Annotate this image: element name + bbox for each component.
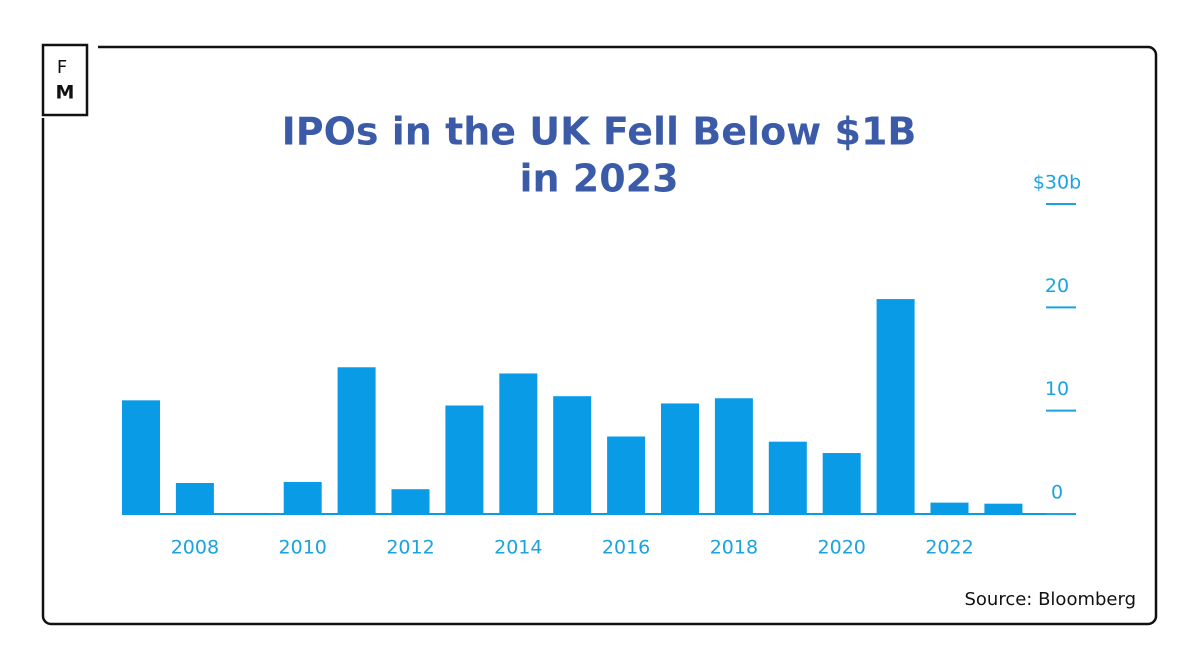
y-tick-label: 10 — [1045, 378, 1069, 400]
x-tick-label: 2022 — [925, 537, 973, 559]
bar — [175, 483, 214, 514]
bar — [391, 489, 430, 514]
chart-title: IPOs in the UK Fell Below $1B — [282, 110, 917, 154]
bar — [984, 503, 1023, 514]
bar — [122, 400, 160, 514]
y-tick-label: $30b — [1033, 172, 1081, 194]
x-tick-label: 2020 — [818, 537, 866, 559]
y-tick-label: 20 — [1045, 275, 1069, 297]
bar — [337, 367, 376, 514]
bar — [822, 453, 861, 514]
logo-letter: M — [56, 82, 75, 104]
bar — [930, 502, 969, 514]
logo-letter: F — [57, 57, 67, 78]
bar — [714, 398, 753, 514]
y-tick-label: 0 — [1051, 482, 1063, 504]
x-tick-label: 2014 — [494, 537, 542, 559]
bar — [553, 396, 592, 514]
bar — [229, 512, 268, 514]
x-tick-label: 2012 — [386, 537, 434, 559]
bar — [768, 441, 807, 514]
x-tick-label: 2010 — [279, 537, 327, 559]
source: Source: Bloomberg — [964, 589, 1136, 610]
logo-box — [41, 43, 89, 117]
bar — [499, 373, 538, 514]
bar — [283, 481, 322, 514]
bar — [661, 403, 699, 514]
x-tick-label: 2008 — [171, 537, 219, 559]
chart-title: in 2023 — [519, 157, 678, 201]
bar — [445, 405, 484, 514]
x-tick-label: 2018 — [710, 537, 758, 559]
bar — [876, 299, 915, 514]
bar — [607, 436, 646, 514]
x-tick-label: 2016 — [602, 537, 650, 559]
